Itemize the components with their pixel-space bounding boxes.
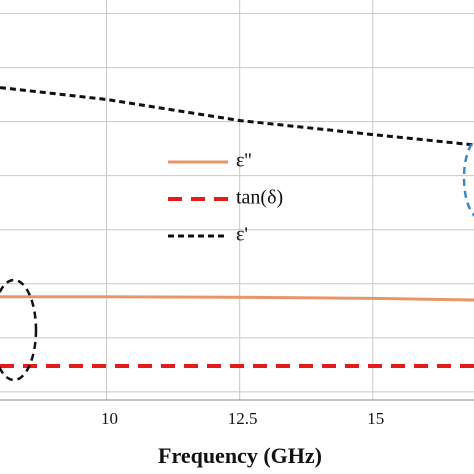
x-tick-label: 15: [367, 409, 384, 428]
series-line: [0, 295, 474, 302]
legend-label: tan(δ): [236, 187, 283, 209]
legend: ε'' tan(δ) ε': [168, 150, 283, 246]
annotation-ellipse: [462, 139, 474, 217]
x-axis-label: Frequency (GHz): [158, 443, 322, 468]
legend-label: ε'': [236, 150, 252, 172]
series-line: [0, 86, 474, 147]
x-tick-label: 10: [101, 409, 118, 428]
annotation-ellipse: [0, 278, 38, 382]
lines: [0, 86, 474, 368]
x-tick-label: 12.5: [228, 409, 258, 428]
grid: 10 12.5 15: [0, 0, 474, 428]
legend-label: ε': [236, 224, 248, 246]
